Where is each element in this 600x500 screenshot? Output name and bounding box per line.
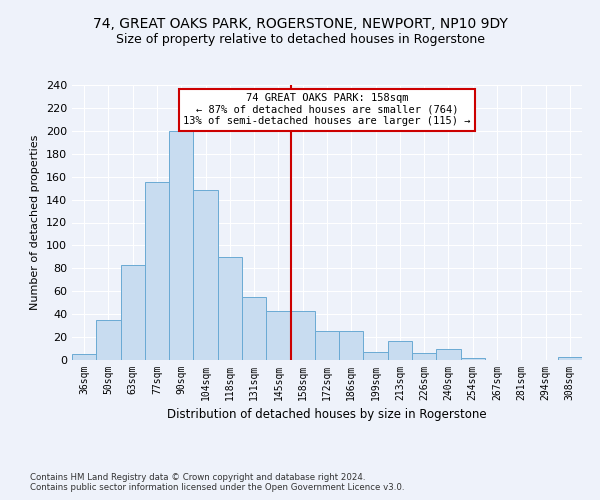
Bar xyxy=(412,353,436,360)
Bar xyxy=(121,265,145,360)
Text: Contains public sector information licensed under the Open Government Licence v3: Contains public sector information licen… xyxy=(30,483,404,492)
Text: 74 GREAT OAKS PARK: 158sqm
← 87% of detached houses are smaller (764)
13% of sem: 74 GREAT OAKS PARK: 158sqm ← 87% of deta… xyxy=(183,93,471,126)
Bar xyxy=(461,358,485,360)
Bar xyxy=(290,310,315,360)
Bar xyxy=(145,182,169,360)
Y-axis label: Number of detached properties: Number of detached properties xyxy=(31,135,40,310)
Bar xyxy=(339,332,364,360)
Bar xyxy=(315,332,339,360)
Bar xyxy=(558,356,582,360)
Bar xyxy=(169,131,193,360)
Bar xyxy=(242,297,266,360)
Text: Contains HM Land Registry data © Crown copyright and database right 2024.: Contains HM Land Registry data © Crown c… xyxy=(30,473,365,482)
Bar xyxy=(436,348,461,360)
Text: 74, GREAT OAKS PARK, ROGERSTONE, NEWPORT, NP10 9DY: 74, GREAT OAKS PARK, ROGERSTONE, NEWPORT… xyxy=(92,18,508,32)
Bar xyxy=(364,352,388,360)
X-axis label: Distribution of detached houses by size in Rogerstone: Distribution of detached houses by size … xyxy=(167,408,487,422)
Bar xyxy=(96,320,121,360)
Bar xyxy=(193,190,218,360)
Text: Size of property relative to detached houses in Rogerstone: Size of property relative to detached ho… xyxy=(115,32,485,46)
Bar xyxy=(72,354,96,360)
Bar xyxy=(388,340,412,360)
Bar xyxy=(218,257,242,360)
Bar xyxy=(266,310,290,360)
